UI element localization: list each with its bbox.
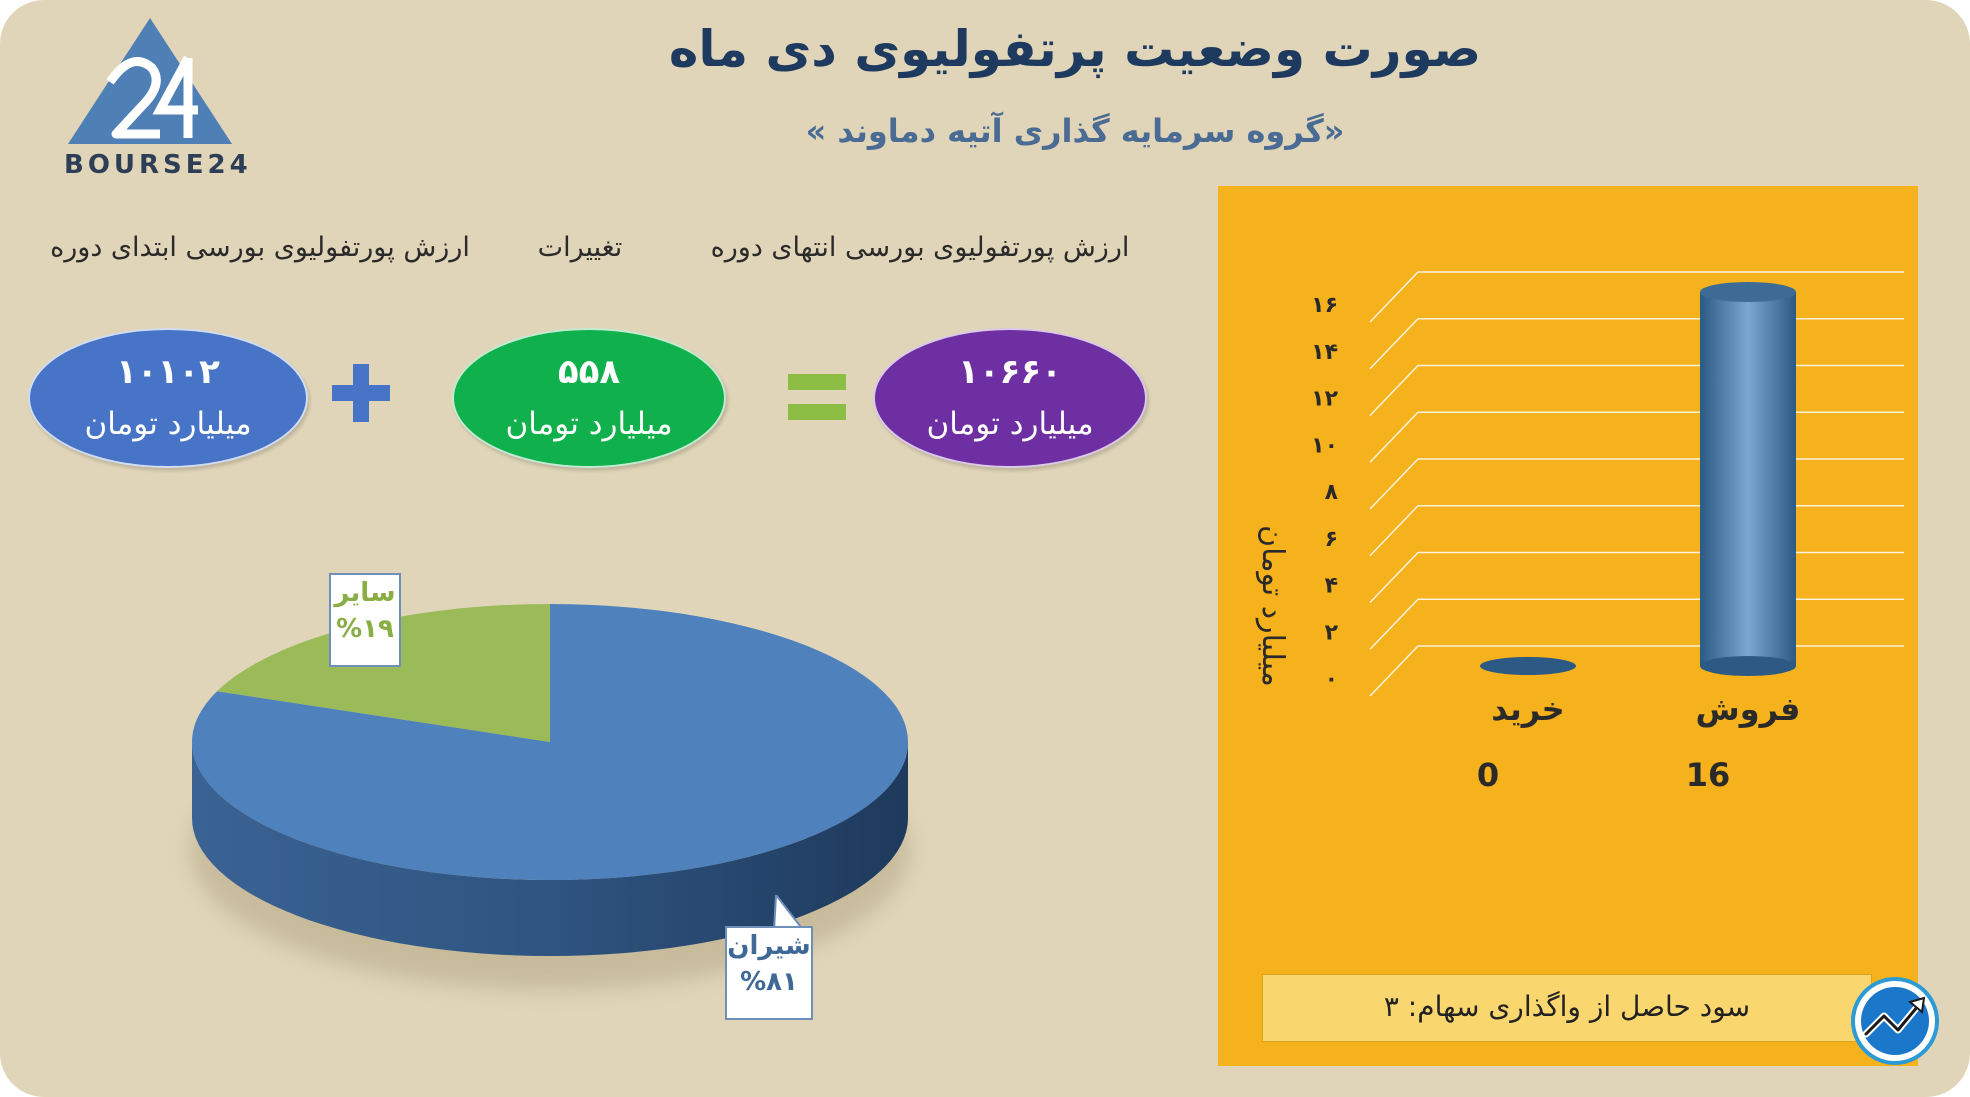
bar-category-label: فروش [1696, 690, 1801, 728]
bar-1 [1480, 657, 1576, 675]
bar-grid-slant [1369, 458, 1419, 510]
start-value-label: ارزش پورتفولیوی بورسی ابتدای دوره [50, 232, 470, 263]
bar-y-tick-label: ۲ [1325, 620, 1339, 645]
end-value-unit: میلیارد تومان [926, 406, 1094, 442]
pie-chart [190, 604, 910, 990]
start-value-unit: میلیارد تومان [84, 406, 252, 442]
bar-grid-slant [1369, 505, 1419, 557]
bar-grid-slant [1369, 598, 1419, 650]
bar-y-tick-label: ۱۴ [1311, 340, 1338, 365]
bar-y-tick-label: ۶ [1325, 527, 1338, 552]
pie-label-other-name: سایر [334, 578, 396, 608]
bar-grid-slant [1369, 271, 1419, 323]
bar-grid-slant [1369, 364, 1419, 417]
bar-y-tick-label: ۴ [1325, 574, 1338, 599]
bar-y-tick-label: ۱۶ [1311, 293, 1338, 318]
pie-label-shiran-value: %۸۱ [740, 967, 798, 997]
logo-text: BOURSE24 [64, 150, 252, 180]
bar-y-tick-label: ۸ [1325, 480, 1339, 505]
bar-top-0 [1700, 282, 1796, 302]
pie-label-shiran: شیران %۸۱ [725, 926, 813, 1020]
bar-grid-slant [1369, 551, 1419, 604]
page-title: صورت وضعیت پرتفولیوی دی ماه [668, 20, 1482, 78]
bar-grid-slant [1369, 318, 1419, 370]
plus-icon [332, 364, 390, 422]
start-value-ellipse: ۱۰۱۰۲ میلیارد تومان [28, 328, 308, 468]
change-value: ۵۵۸ [557, 352, 621, 392]
bar-value-label: 0 [1477, 756, 1499, 794]
bar-y-tick-label: ۰ [1325, 667, 1338, 692]
pie-slice-side-0 [192, 742, 908, 956]
pie-label-other-value: %۱۹ [336, 614, 394, 644]
bar-y-tick-label: ۱۰ [1311, 433, 1338, 458]
change-label: تغییرات [537, 232, 623, 263]
bar-value-label: 16 [1686, 756, 1731, 794]
page-subtitle: «گروه سرمایه گذاری آتیه دماوند » [805, 112, 1345, 150]
chart-trend-icon [1851, 977, 1939, 1065]
end-value-ellipse: ۱۰۶۶۰ میلیارد تومان [873, 328, 1147, 468]
bar-category-label: خرید [1491, 690, 1564, 728]
bar-y-axis-label: میلیارد تومان [1255, 525, 1290, 687]
bar-0 [1700, 292, 1796, 666]
end-value: ۱۰۶۶۰ [958, 352, 1062, 392]
change-value-ellipse: ۵۵۸ میلیارد تومان [452, 328, 726, 468]
change-value-unit: میلیارد تومان [505, 406, 673, 442]
bourse24-logo [68, 18, 232, 144]
bar-chart: ۰ ۲ ۴ ۶ ۸ ۱۰ ۱۲ ۱۴ ۱۶ میلیارد تومان فروش 16 خرید 0 [1255, 271, 1904, 794]
pie-label-shiran-name: شیران [727, 931, 811, 961]
start-value: ۱۰۱۰۲ [116, 352, 220, 392]
bar-grid-slant [1369, 645, 1419, 697]
bar-chart-panel [1218, 186, 1918, 1066]
end-value-label: ارزش پورتفولیوی بورسی انتهای دوره [710, 232, 1130, 263]
bar-base-0 [1700, 656, 1796, 676]
bar-grid-slant [1369, 411, 1419, 463]
pie-label-other: سایر %۱۹ [329, 573, 401, 667]
profit-summary: سود حاصل از واگذاری سهام: ۳ [1262, 974, 1872, 1042]
bar-y-tick-label: ۱۲ [1311, 387, 1338, 412]
pie-slice-1 [217, 604, 550, 742]
equals-icon [788, 374, 846, 420]
